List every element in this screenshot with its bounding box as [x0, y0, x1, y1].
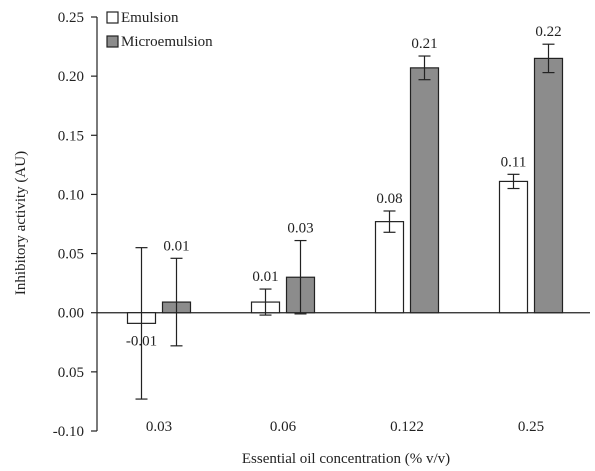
y-tick-label: 0.05: [58, 365, 84, 381]
x-tick-label: 0.25: [518, 419, 544, 435]
data-label: 0.22: [535, 24, 561, 40]
y-tick-label: 0.15: [58, 128, 84, 144]
error-bars: [135, 43, 555, 400]
legend-swatch-emulsion: [106, 11, 119, 24]
data-labels: -0.01 0.01 0.08 0.11 0.01 0.03 0.21 0.22: [126, 24, 562, 349]
y-tick-label: 0.00: [58, 306, 84, 322]
x-tick-label: 0.122: [390, 419, 424, 435]
legend-label-emulsion: Emulsion: [121, 10, 179, 26]
x-tick-label: 0.06: [270, 419, 297, 435]
y-axis-title: Inhibitory activity (AU): [13, 151, 29, 295]
bar: [533, 57, 564, 314]
legend: Emulsion Microemulsion: [106, 10, 213, 50]
x-tick-label: 0.03: [146, 419, 172, 435]
data-label: 0.01: [163, 238, 189, 254]
y-tick-label: 0.20: [58, 69, 84, 85]
data-label: 0.01: [252, 269, 278, 285]
bar: [498, 180, 529, 314]
data-label: 0.08: [376, 191, 402, 207]
y-tick-label: 0.10: [58, 187, 84, 203]
data-label: 0.21: [411, 36, 437, 52]
data-label: 0.03: [287, 221, 313, 237]
bars: [126, 57, 564, 324]
y-tick-label: 0.05: [58, 247, 84, 263]
y-tick-label: 0.25: [58, 10, 84, 26]
data-label: -0.01: [126, 333, 157, 349]
bar: [409, 67, 440, 314]
x-axis-title: Essential oil concentration (% v/v): [242, 451, 450, 467]
legend-label-microemulsion: Microemulsion: [121, 34, 213, 50]
bar: [374, 221, 405, 314]
data-label: 0.11: [501, 154, 527, 170]
y-tick-label: -0.10: [53, 424, 84, 440]
tick-labels: 0.25 0.20 0.15 0.10 0.05 0.00 0.05 -0.10 0.03 0.0…: [53, 10, 544, 440]
legend-swatch-microemulsion: [106, 35, 119, 48]
